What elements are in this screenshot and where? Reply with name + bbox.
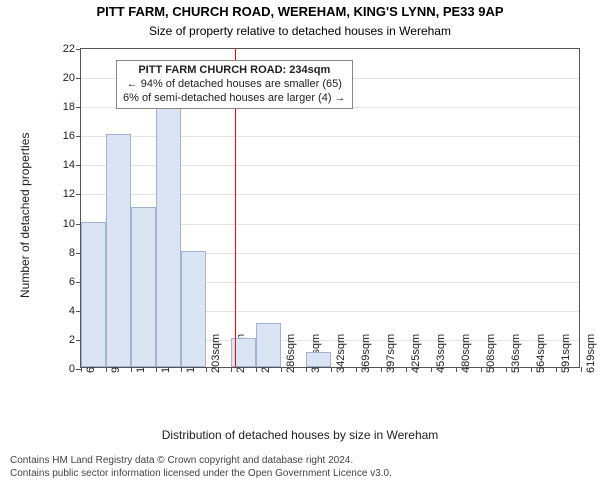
ytick-label: 6 bbox=[69, 276, 81, 288]
xtick-label: 564sqm bbox=[535, 334, 547, 373]
ytick-label: 16 bbox=[63, 130, 81, 142]
y-axis-label: Number of detached properties bbox=[18, 132, 32, 297]
xtick-mark bbox=[131, 367, 132, 372]
ytick-label: 2 bbox=[69, 334, 81, 346]
ytick-label: 14 bbox=[63, 159, 81, 171]
histogram-bar bbox=[131, 207, 156, 367]
xtick-label: 508sqm bbox=[485, 334, 497, 373]
x-axis-label: Distribution of detached houses by size … bbox=[0, 428, 600, 442]
xtick-mark bbox=[581, 367, 582, 372]
histogram-bar bbox=[156, 105, 181, 367]
xtick-mark bbox=[456, 367, 457, 372]
xtick-mark bbox=[156, 367, 157, 372]
xtick-mark bbox=[281, 367, 282, 372]
xtick-mark bbox=[106, 367, 107, 372]
xtick-mark bbox=[331, 367, 332, 372]
annotation-line-1: PITT FARM CHURCH ROAD: 234sqm bbox=[123, 64, 346, 78]
page-title: PITT FARM, CHURCH ROAD, WEREHAM, KING'S … bbox=[0, 4, 600, 19]
xtick-mark bbox=[181, 367, 182, 372]
footer-line-2: Contains public sector information licen… bbox=[10, 467, 590, 480]
xtick-mark bbox=[481, 367, 482, 372]
xtick-mark bbox=[306, 367, 307, 372]
xtick-label: 397sqm bbox=[385, 334, 397, 373]
annotation-line-2: ← 94% of detached houses are smaller (65… bbox=[123, 78, 346, 92]
xtick-label: 369sqm bbox=[360, 334, 372, 373]
footer-text: Contains HM Land Registry data © Crown c… bbox=[0, 454, 600, 480]
xtick-mark bbox=[256, 367, 257, 372]
xtick-mark bbox=[231, 367, 232, 372]
histogram-bar bbox=[181, 251, 206, 367]
xtick-label: 286sqm bbox=[285, 334, 297, 373]
histogram-bar bbox=[306, 352, 331, 367]
ytick-label: 22 bbox=[63, 43, 81, 55]
chart-plot-area: 024681012141618202264sqm92sqm120sqm147sq… bbox=[80, 48, 580, 368]
footer-line-1: Contains HM Land Registry data © Crown c… bbox=[10, 454, 590, 467]
xtick-mark bbox=[356, 367, 357, 372]
annotation-line-3: 6% of semi-detached houses are larger (4… bbox=[123, 92, 346, 106]
xtick-mark bbox=[81, 367, 82, 372]
histogram-bar bbox=[106, 134, 131, 367]
ytick-label: 8 bbox=[69, 247, 81, 259]
xtick-mark bbox=[556, 367, 557, 372]
xtick-mark bbox=[206, 367, 207, 372]
xtick-label: 536sqm bbox=[510, 334, 522, 373]
xtick-label: 453sqm bbox=[435, 334, 447, 373]
xtick-mark bbox=[406, 367, 407, 372]
ytick-label: 10 bbox=[63, 218, 81, 230]
xtick-mark bbox=[431, 367, 432, 372]
ytick-label: 4 bbox=[69, 305, 81, 317]
xtick-mark bbox=[381, 367, 382, 372]
xtick-label: 619sqm bbox=[585, 334, 597, 373]
xtick-mark bbox=[531, 367, 532, 372]
xtick-label: 203sqm bbox=[210, 334, 222, 373]
xtick-label: 480sqm bbox=[460, 334, 472, 373]
xtick-label: 425sqm bbox=[410, 334, 422, 373]
annotation-box: PITT FARM CHURCH ROAD: 234sqm← 94% of de… bbox=[116, 60, 353, 109]
xtick-label: 342sqm bbox=[335, 334, 347, 373]
histogram-bar bbox=[81, 222, 106, 367]
ytick-label: 0 bbox=[69, 363, 81, 375]
page-subtitle: Size of property relative to detached ho… bbox=[0, 24, 600, 38]
ytick-label: 20 bbox=[63, 72, 81, 84]
xtick-mark bbox=[506, 367, 507, 372]
histogram-bar bbox=[256, 323, 281, 367]
ytick-label: 12 bbox=[63, 188, 81, 200]
xtick-label: 591sqm bbox=[560, 334, 572, 373]
ytick-label: 18 bbox=[63, 101, 81, 113]
